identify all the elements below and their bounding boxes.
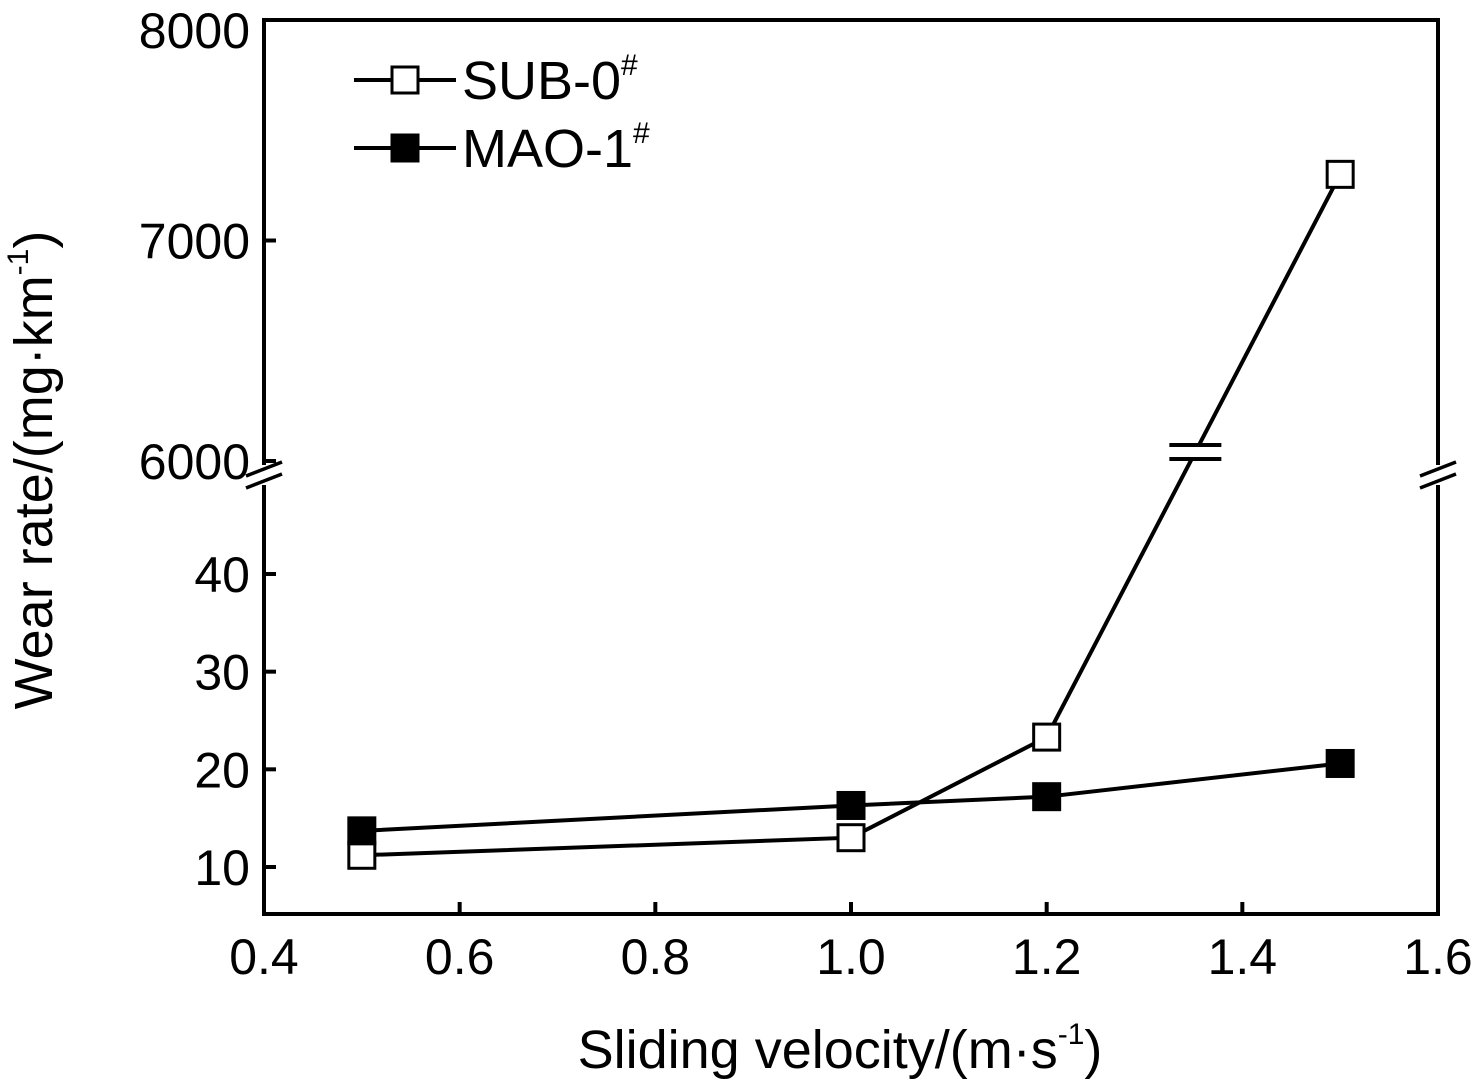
x-tick-label: 0.8: [621, 929, 691, 985]
y-tick-label: 10: [194, 840, 250, 896]
axes: 0.4 0.6 0.8 1.0 1.2 1.4 1.6 10 20 30 40 6000 7000 800…: [139, 3, 1473, 985]
data-point-mao-1: [1032, 782, 1062, 812]
x-tick-label: 1.2: [1012, 929, 1082, 985]
legend-marker: [390, 133, 420, 163]
axis-break-mark: [245, 460, 283, 478]
x-tick-label: 0.4: [229, 929, 299, 985]
x-tick-label: 0.6: [425, 929, 495, 985]
legend: SUB-0#MAO-1#: [354, 49, 650, 179]
data-point-mao-1: [1325, 748, 1355, 778]
y-tick-label: 20: [194, 742, 250, 798]
x-axis-title: Sliding velocity/(m·s-1): [578, 1018, 1103, 1080]
data-point-mao-1: [836, 790, 866, 820]
axis-break-mark: [1419, 472, 1457, 490]
data-point-sub-0: [347, 840, 377, 870]
series-line-mao-1: [361, 761, 1341, 833]
x-tick-label: 1.0: [816, 929, 886, 985]
legend-marker: [390, 65, 420, 95]
series-line-sub-0: [361, 173, 1342, 858]
data-point-mao-1: [347, 816, 377, 846]
y-tick-label: 7000: [139, 214, 250, 270]
x-tick-label: 1.6: [1403, 929, 1473, 985]
axis-break-mark: [1419, 460, 1457, 478]
legend-label: MAO-1#: [462, 117, 650, 179]
data-point-sub-0: [836, 823, 866, 853]
legend-label: SUB-0#: [462, 49, 638, 111]
y-tick-label: 30: [194, 645, 250, 701]
axis-break-mark: [245, 472, 283, 490]
y-tick-label: 40: [194, 547, 250, 603]
data-point-sub-0: [1325, 159, 1355, 189]
y-tick-label: 8000: [139, 3, 250, 59]
data-point-sub-0: [1032, 722, 1062, 752]
x-tick-label: 1.4: [1208, 929, 1278, 985]
y-tick-label: 6000: [139, 434, 250, 490]
series-layer: [347, 159, 1355, 870]
line-break-gap: [1169, 445, 1222, 459]
y-axis-title: Wear rate/(mg·km-1): [2, 231, 64, 710]
